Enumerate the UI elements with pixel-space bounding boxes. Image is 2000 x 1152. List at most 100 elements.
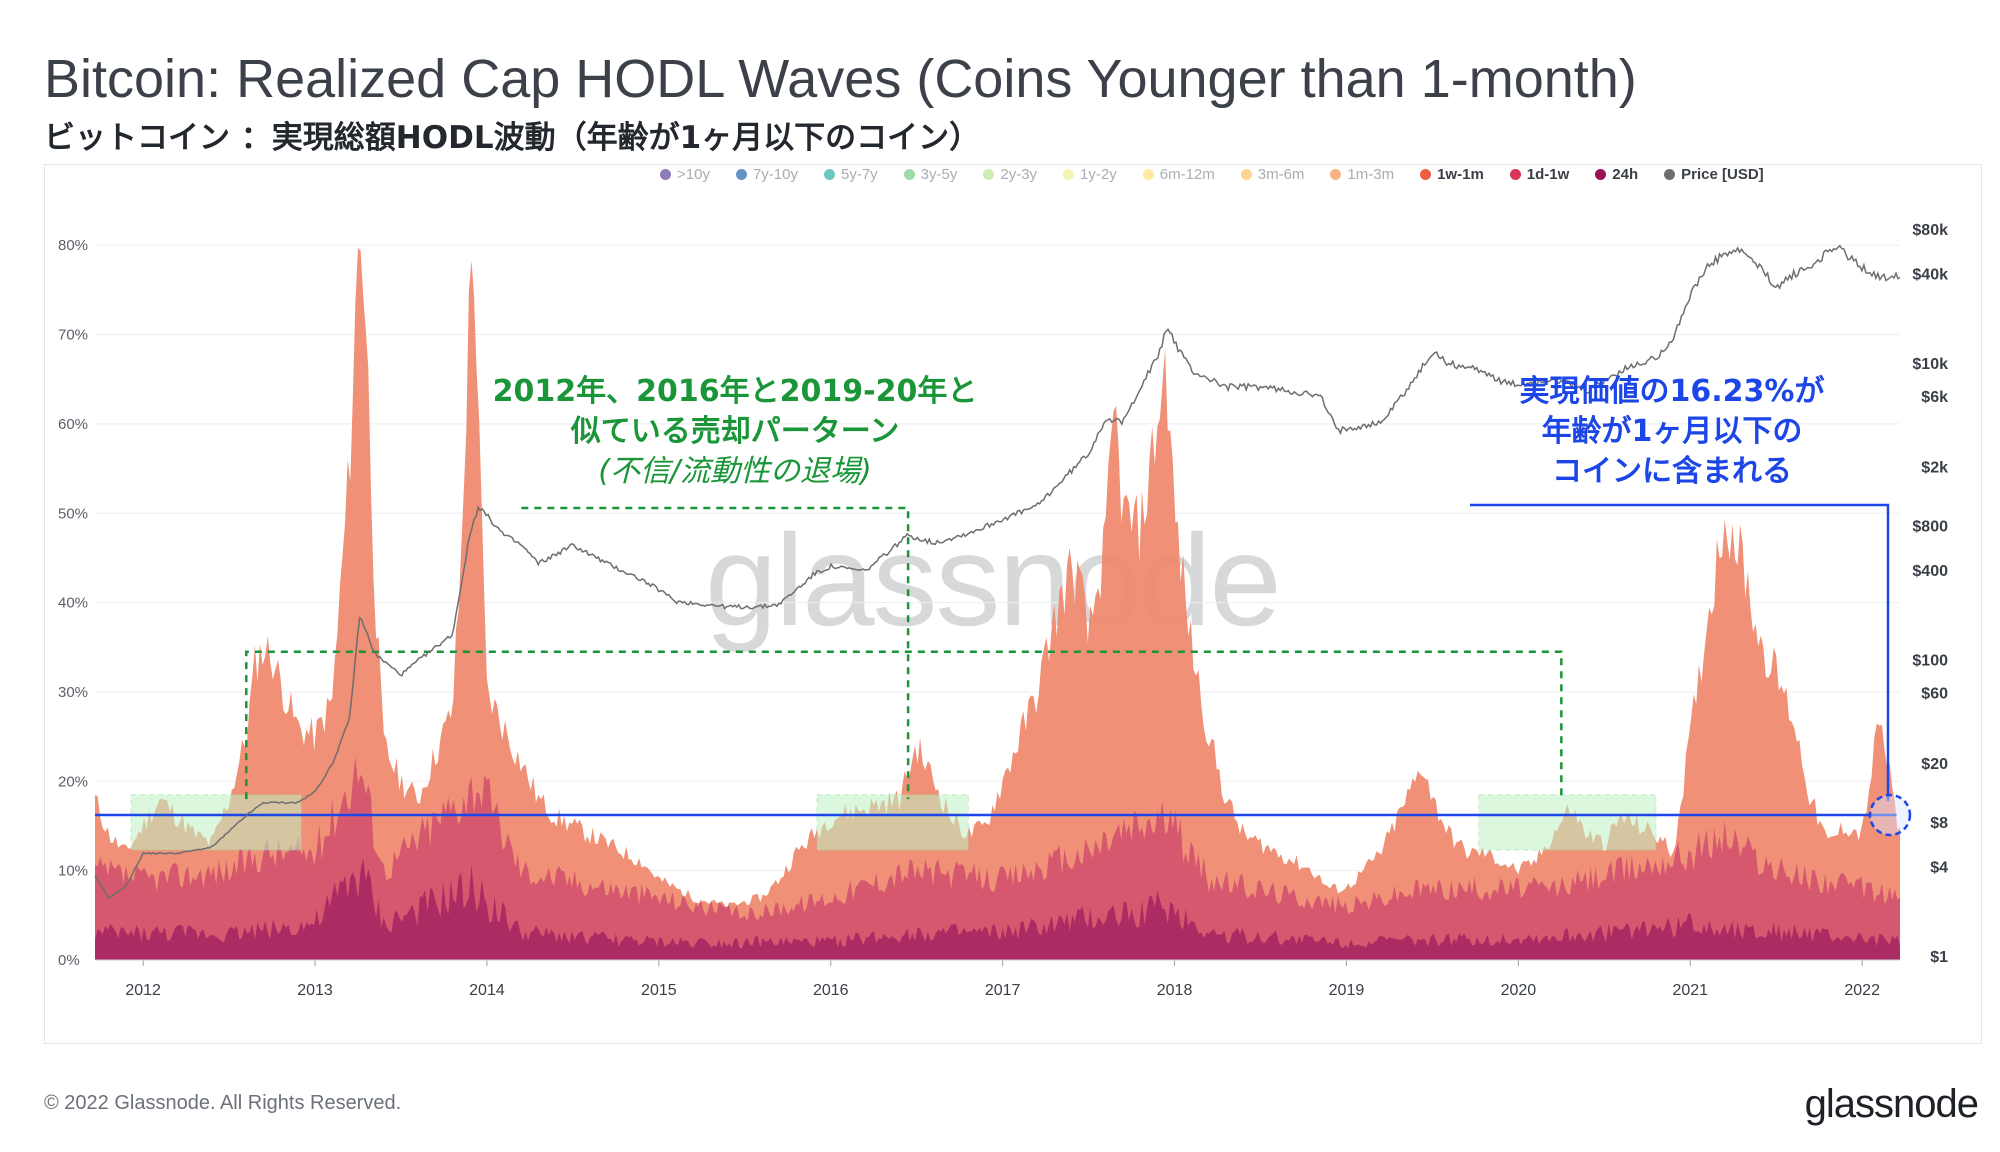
x-tick-3: 2015 xyxy=(641,982,677,999)
legend-label-5: 1y-2y xyxy=(1080,166,1117,183)
y-right-tick-1: $4 xyxy=(1930,860,1948,877)
y-left-tick-1: 10% xyxy=(58,863,88,880)
y-left-tick-2: 20% xyxy=(58,773,88,790)
legend-item-4[interactable]: 2y-3y xyxy=(983,166,1037,183)
y-right-tick-4: $60 xyxy=(1921,685,1948,702)
y-left-tick-4: 40% xyxy=(58,595,88,612)
legend-item-5[interactable]: 1y-2y xyxy=(1063,166,1117,183)
legend-label-2: 5y-7y xyxy=(840,166,878,183)
y-right-tick-11: $40k xyxy=(1912,267,1948,284)
legend-item-10[interactable]: 1d-1w xyxy=(1509,166,1570,183)
x-tick-8: 2020 xyxy=(1501,982,1537,999)
legend-item-3[interactable]: 3y-5y xyxy=(903,166,958,183)
x-tick-7: 2019 xyxy=(1329,982,1365,999)
legend-label-3: 3y-5y xyxy=(920,166,958,183)
area-series xyxy=(95,247,1900,960)
annotation-blue-line1: 実現価値の16.23%が xyxy=(1519,374,1825,409)
legend-label-11: 24h xyxy=(1612,166,1639,183)
axes-labels: 0% 10% 20% 30% 40% 50% 60% 70% 80% $1 $4 $8 $20 $60 $1… xyxy=(58,222,1948,999)
legend-label-8: 1m-3m xyxy=(1347,166,1395,183)
annotation-sell-pattern: 2012年、2016年と2019-20年と 似ている売却パーターン (不信/流動… xyxy=(455,372,1015,492)
y-right-tick-8: $2k xyxy=(1921,460,1948,477)
y-right-tick-10: $10k xyxy=(1912,356,1948,373)
legend-swatch-7 xyxy=(1240,169,1252,180)
annotation-blue-line3: コインに含まれる xyxy=(1552,454,1792,489)
legend-swatch-0 xyxy=(660,169,671,180)
annotation-blue-line2: 年齢が1ヶ月以下の xyxy=(1541,414,1803,449)
sell-zone-0 xyxy=(130,794,302,851)
area-1d-1w xyxy=(95,757,1900,960)
annotation-guides xyxy=(95,503,1912,851)
y-right-tick-12: $80k xyxy=(1912,222,1948,239)
legend-label-4: 2y-3y xyxy=(1000,166,1038,183)
legend-swatch-5 xyxy=(1063,169,1075,180)
chart-subtitle: ビットコイン ：実現総額HODL波動（年齢が1ヶ月以下のコイン） xyxy=(44,120,981,156)
annotation-realized-share: 実現価値の16.23%が 年齢が1ヶ月以下の コインに含まれる xyxy=(1472,372,1872,492)
legend-swatch-8 xyxy=(1330,169,1342,180)
x-tick-2: 2014 xyxy=(469,982,505,999)
x-tick-6: 2018 xyxy=(1157,982,1193,999)
y-left-tick-8: 80% xyxy=(58,237,88,254)
x-tick-4: 2016 xyxy=(813,982,849,999)
y-left-tick-0: 0% xyxy=(58,952,80,969)
copyright-notice: © 2022 Glassnode. All Rights Reserved. xyxy=(44,1092,402,1114)
legend-label-6: 6m-12m xyxy=(1159,166,1215,183)
legend-item-2[interactable]: 5y-7y xyxy=(823,166,878,183)
legend-label-1: 7y-10y xyxy=(752,166,798,183)
legend-item-9[interactable]: 1w-1m xyxy=(1420,166,1484,183)
y-left-tick-5: 50% xyxy=(58,505,88,522)
legend-swatch-2 xyxy=(823,169,835,180)
legend-swatch-4 xyxy=(983,169,995,180)
annotation-green-line2: 似ている売却パーターン xyxy=(570,414,900,449)
y-left-tick-7: 70% xyxy=(58,327,88,344)
y-right-tick-7: $800 xyxy=(1912,519,1948,536)
legend-item-0[interactable]: >10y xyxy=(660,166,710,183)
x-tick-0: 2012 xyxy=(125,982,161,999)
sell-zone-1 xyxy=(816,794,969,851)
y-right-tick-0: $1 xyxy=(1930,949,1948,966)
legend-swatch-6 xyxy=(1142,169,1154,180)
y-left-tick-6: 60% xyxy=(58,416,88,433)
y-right-tick-2: $8 xyxy=(1930,815,1948,832)
y-right-tick-9: $6k xyxy=(1921,389,1948,406)
x-tick-10: 2022 xyxy=(1844,982,1880,999)
y-left-tick-3: 30% xyxy=(58,684,88,701)
legend-item-1[interactable]: 7y-10y xyxy=(735,166,798,183)
legend-swatch-3 xyxy=(903,169,915,180)
legend-item-12[interactable]: Price [USD] xyxy=(1664,166,1764,183)
legend-swatch-10 xyxy=(1509,169,1521,180)
current-value-marker xyxy=(1868,793,1912,837)
bracket-2012-2020 xyxy=(245,650,1563,800)
legend-swatch-11 xyxy=(1595,169,1607,180)
x-tick-5: 2017 xyxy=(985,982,1021,999)
bracket-2016 xyxy=(521,506,910,800)
legend-label-7: 3m-6m xyxy=(1257,166,1305,183)
legend-item-6[interactable]: 6m-12m xyxy=(1142,166,1215,183)
legend-swatch-1 xyxy=(735,169,747,180)
x-tick-1: 2013 xyxy=(297,982,333,999)
chart-title: Bitcoin: Realized Cap HODL Waves (Coins … xyxy=(44,49,1637,109)
sell-zone-2 xyxy=(1478,794,1657,851)
area-24h xyxy=(95,858,1900,960)
legend-swatch-9 xyxy=(1420,169,1432,180)
legend-swatch-12 xyxy=(1664,169,1676,180)
annotation-green-line3: (不信/流動性の退場) xyxy=(598,454,872,489)
legend-item-8[interactable]: 1m-3m xyxy=(1330,166,1394,183)
price-line xyxy=(94,244,1901,899)
legend-label-10: 1d-1w xyxy=(1526,166,1570,183)
legend-label-12: Price [USD] xyxy=(1681,166,1764,183)
price-usd-line xyxy=(94,244,1901,899)
annotation-green-line1: 2012年、2016年と2019-20年と xyxy=(492,374,978,409)
chart-frame xyxy=(44,164,1982,1044)
callout-connector xyxy=(1470,503,1890,801)
x-tick-9: 2021 xyxy=(1672,982,1708,999)
y-right-tick-3: $20 xyxy=(1921,756,1948,773)
glassnode-logo[interactable]: glassnode xyxy=(1804,1082,1979,1126)
legend-label-9: 1w-1m xyxy=(1437,166,1484,183)
legend-item-11[interactable]: 24h xyxy=(1595,166,1638,183)
y-right-tick-5: $100 xyxy=(1912,652,1948,669)
legend-label-0: >10y xyxy=(677,166,710,183)
legend-item-7[interactable]: 3m-6m xyxy=(1240,166,1305,183)
legend[interactable]: >10y 7y-10y 5y-7y 3y-5y 2y-3y 1y-2y 6m-12m 3m-6… xyxy=(660,166,1764,183)
